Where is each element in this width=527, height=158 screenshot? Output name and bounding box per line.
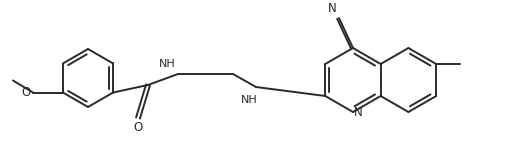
Text: O: O xyxy=(22,86,31,99)
Text: N: N xyxy=(354,106,363,118)
Text: N: N xyxy=(328,2,337,15)
Text: NH: NH xyxy=(159,59,175,69)
Text: NH: NH xyxy=(241,95,257,105)
Text: O: O xyxy=(133,121,143,134)
